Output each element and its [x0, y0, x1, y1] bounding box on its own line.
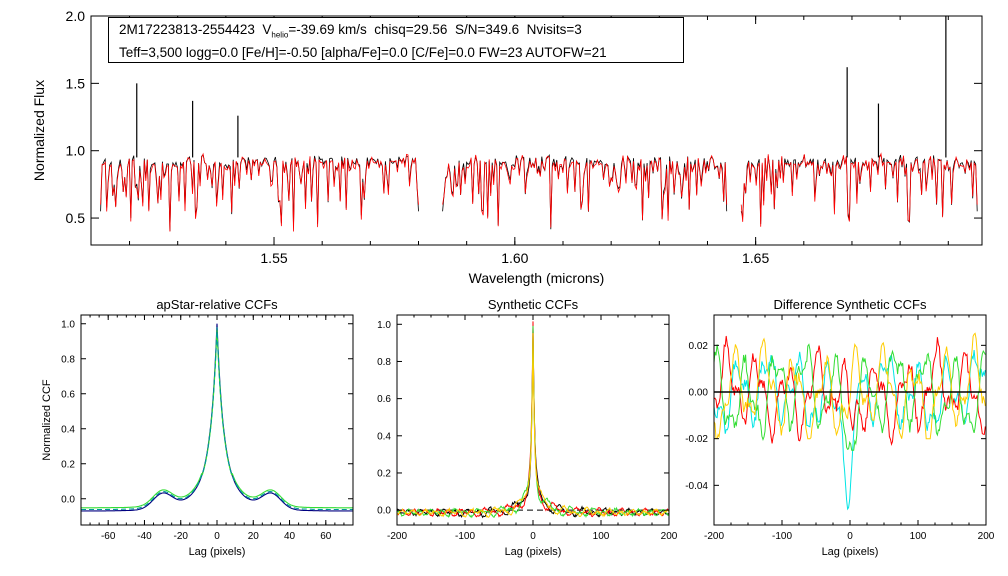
y-tick-label: 1.5: [66, 75, 86, 91]
x-tick-label: -200: [704, 531, 724, 542]
info-line-2: Teff=3,500 logg=0.0 [Fe/H]=-0.50 [alpha/…: [119, 44, 607, 60]
x-tick-label: -20: [174, 531, 189, 542]
x-tick-label: -60: [101, 531, 116, 542]
difference-ccf-series-2: [713, 335, 986, 447]
ccf-series-1: [81, 323, 353, 512]
x-tick-label: -40: [137, 531, 152, 542]
y-tick-label: 0.4: [377, 431, 391, 442]
y-axis-label: Normalized Flux: [31, 80, 47, 181]
difference-ccf-series-1: [713, 350, 986, 511]
y-tick-label: 0.4: [61, 424, 75, 435]
chisq: chisq=29.56: [374, 22, 448, 37]
x-tick-label: 200: [661, 531, 678, 542]
chart-4: -200 -100 0 100 200 -0.04 -0.02 0.00 0.02 Lag (pi…: [685, 297, 995, 558]
y-tick-label: 0.5: [66, 210, 86, 226]
x-tick-label: -200: [387, 531, 407, 542]
x-tick-label: 0: [530, 531, 536, 542]
vhelio-value: =-39.69 km/s: [288, 22, 367, 37]
y-tick-label: 1.0: [66, 143, 86, 159]
y-tick-label: 0.0: [61, 494, 75, 505]
model-spectrum-chip-1: [100, 152, 419, 232]
y-tick-label: 0.2: [377, 468, 391, 479]
plot-frame: [90, 15, 983, 246]
y-tick-label: 0.6: [61, 389, 75, 400]
y-tick-label: 0.6: [377, 394, 391, 405]
info-line-1: 2M17223813-2554423 Vhelio=-39.69 km/s ch…: [119, 21, 683, 44]
x-tick-label: -100: [455, 531, 475, 542]
y-tick-label: 0.02: [689, 341, 709, 352]
y-tick-label: 1.0: [61, 319, 75, 330]
x-tick-label: 40: [284, 531, 296, 542]
model-spectrum-chip-3: [740, 152, 978, 227]
ccf-series-3: [81, 327, 353, 511]
signal-to-noise: S/N=349.6: [454, 22, 520, 37]
x-tick-label: 100: [910, 531, 927, 542]
plot-frame: [80, 314, 354, 526]
x-axis-label: Lag (pixels): [822, 546, 879, 558]
x-tick-label: 1.60: [501, 250, 528, 266]
y-tick-label: 1.0: [377, 320, 391, 331]
x-tick-label: 0: [214, 531, 220, 542]
chart-title: Difference Synthetic CCFs: [774, 297, 927, 312]
synthetic-ccf-series-4: [396, 333, 670, 518]
synthetic-ccf-series-2: [396, 321, 670, 518]
x-axis-label: Lag (pixels): [505, 546, 562, 558]
chart-3: -200 -100 0 100 200 0.0 0.2 0.4 0.6 0.8 1.0 Lag (pi…: [377, 297, 678, 558]
info-box: 2M17223813-2554423 Vhelio=-39.69 km/s ch…: [108, 17, 684, 63]
y-tick-label: 0.00: [689, 388, 709, 399]
ccf-series-2: [81, 328, 353, 509]
y-tick-label: 0.8: [61, 354, 75, 365]
difference-ccf-series-3: [713, 343, 986, 451]
chart-title: apStar-relative CCFs: [156, 297, 278, 312]
observed-spectrum-chip-2: [442, 153, 728, 230]
x-tick-label: 0: [847, 531, 853, 542]
y-tick-label: -0.02: [685, 434, 708, 445]
difference-ccf-series-4: [713, 332, 986, 440]
chart-1: 1.55 1.60 1.65 0.5 1.0 1.5 2.0 Wavelength (micr…: [31, 8, 983, 286]
x-axis-label: Wavelength (microns): [469, 270, 605, 286]
x-tick-label: 100: [593, 531, 610, 542]
chart-title: Synthetic CCFs: [488, 297, 579, 312]
nvisits: Nvisits=3: [526, 22, 582, 37]
x-tick-label: 1.65: [742, 250, 769, 266]
x-axis-label: Lag (pixels): [189, 546, 246, 558]
x-tick-label: -100: [772, 531, 792, 542]
y-tick-label: 0.8: [377, 357, 391, 368]
y-tick-label: 0.0: [377, 506, 391, 517]
model-spectrum-chip-2: [442, 154, 728, 228]
x-tick-label: 60: [320, 531, 332, 542]
y-axis-label: Normalized CCF: [41, 379, 53, 461]
x-tick-label: 200: [978, 531, 995, 542]
y-tick-label: 0.2: [61, 459, 75, 470]
vhelio-label: V: [262, 22, 272, 37]
x-tick-label: 1.55: [260, 250, 287, 266]
vhelio-sub: helio: [271, 30, 289, 40]
chart-2: -60 -40 -20 0 20 40 60 0.0 0.2 0.4 0.6 0.8 1.0 Lag (p…: [41, 297, 354, 558]
star-id: 2M17223813-2554423: [119, 22, 255, 37]
y-tick-label: -0.04: [685, 481, 708, 492]
y-tick-label: 2.0: [66, 8, 86, 24]
x-tick-label: 20: [248, 531, 260, 542]
